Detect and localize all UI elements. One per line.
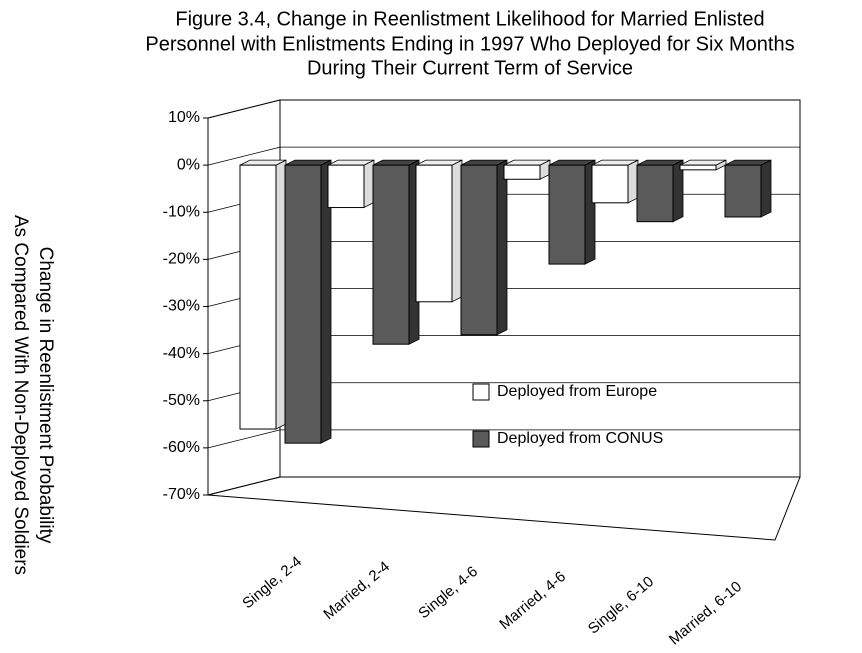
floor <box>207 476 801 541</box>
legend-label: Deployed from Europe <box>497 383 657 400</box>
bar <box>415 164 453 303</box>
grid-line <box>207 146 281 166</box>
y-tick-label: -40% <box>163 345 200 362</box>
y-axis-title: Change in Reenlistment Probability <box>35 247 56 544</box>
y-tick-label: -70% <box>163 486 200 503</box>
x-tick-label: Married, 4-6 <box>496 568 569 633</box>
x-tick-label: Single, 2-4 <box>239 553 305 612</box>
bar <box>327 164 365 209</box>
y-tick-label: -10% <box>163 203 200 220</box>
bar <box>636 164 674 223</box>
bar <box>503 164 541 180</box>
y-tick-label: 10% <box>168 109 200 126</box>
bar-side <box>760 159 772 218</box>
y-tick-label: 0% <box>177 156 200 173</box>
bar <box>372 164 410 345</box>
y-tick-label: -50% <box>163 392 200 409</box>
x-tick-label: Single, 4-6 <box>415 563 481 622</box>
x-tick-label: Single, 6-10 <box>585 573 657 637</box>
legend-label: Deployed from CONUS <box>497 430 663 447</box>
bar <box>460 164 498 336</box>
y-tick-label: -30% <box>163 298 200 315</box>
bar <box>679 164 717 171</box>
grid-line <box>207 429 281 449</box>
bar <box>239 164 277 430</box>
chart-title: Figure 3.4, Change in Reenlistment Likel… <box>175 8 764 30</box>
bar <box>284 164 322 444</box>
legend-swatch <box>472 430 490 448</box>
bar-side <box>496 159 508 336</box>
legend-swatch <box>472 383 490 401</box>
y-tick-label: -20% <box>163 251 200 268</box>
bar <box>591 164 629 204</box>
y-axis-title: As Compared With Non-Deployed Soldiers <box>10 215 31 575</box>
chart-title: Personnel with Enlistments Ending in 199… <box>145 33 794 55</box>
x-tick-label: Married, 2-4 <box>320 558 393 623</box>
y-tick-label: -60% <box>163 439 200 456</box>
grid-line <box>207 476 281 496</box>
chart-title: During Their Current Term of Service <box>307 57 633 79</box>
grid-line <box>207 99 281 119</box>
x-tick-label: Married, 6-10 <box>666 578 745 648</box>
bar <box>724 164 762 218</box>
bar <box>548 164 586 265</box>
